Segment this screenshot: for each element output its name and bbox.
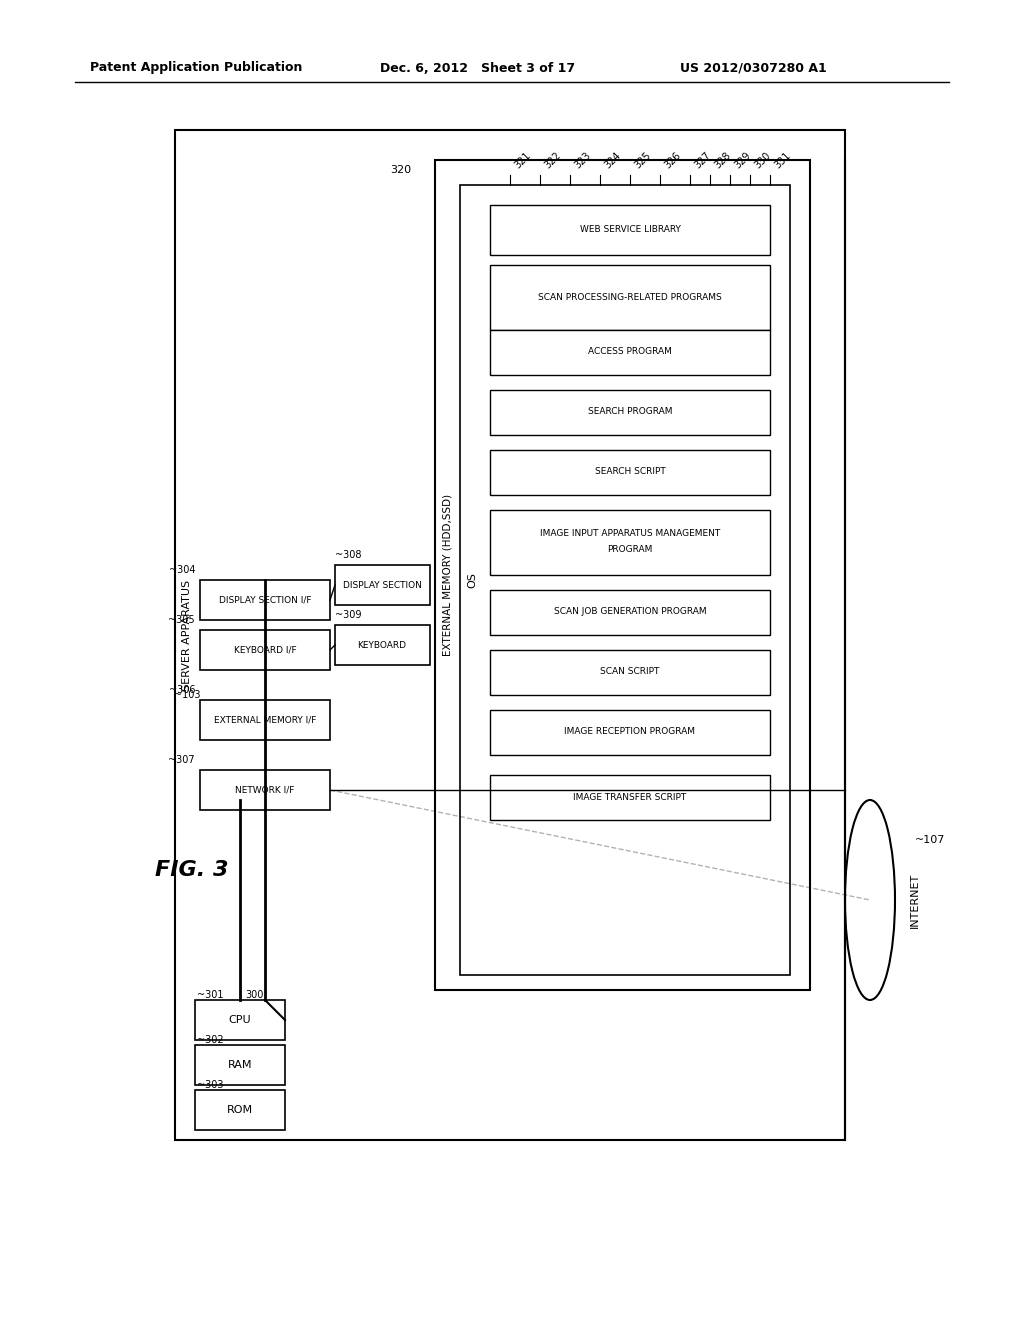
Text: WEB SERVICE LIBRARY: WEB SERVICE LIBRARY xyxy=(580,226,680,235)
Bar xyxy=(200,630,330,671)
Text: RAM: RAM xyxy=(227,1060,252,1071)
Bar xyxy=(195,1090,285,1130)
Text: FIG. 3: FIG. 3 xyxy=(155,861,228,880)
Text: DISPLAY SECTION I/F: DISPLAY SECTION I/F xyxy=(219,595,311,605)
Bar xyxy=(490,330,770,375)
Bar xyxy=(335,624,430,665)
Text: IMAGE TRANSFER SCRIPT: IMAGE TRANSFER SCRIPT xyxy=(573,792,687,801)
Bar xyxy=(200,700,330,741)
Text: 327: 327 xyxy=(693,149,714,170)
Text: IMAGE RECEPTION PROGRAM: IMAGE RECEPTION PROGRAM xyxy=(564,727,695,737)
Text: KEYBOARD: KEYBOARD xyxy=(357,640,407,649)
Bar xyxy=(200,770,330,810)
Text: DISPLAY SECTION: DISPLAY SECTION xyxy=(343,581,422,590)
Bar xyxy=(490,510,770,576)
Bar xyxy=(200,579,330,620)
Text: 323: 323 xyxy=(573,150,593,170)
Bar xyxy=(195,1001,285,1040)
Text: Dec. 6, 2012   Sheet 3 of 17: Dec. 6, 2012 Sheet 3 of 17 xyxy=(380,62,575,74)
Bar xyxy=(490,775,770,820)
Text: ROM: ROM xyxy=(227,1105,253,1115)
Bar xyxy=(490,389,770,436)
Text: 321: 321 xyxy=(513,150,534,170)
Text: 330: 330 xyxy=(753,150,773,170)
Text: 331: 331 xyxy=(773,150,793,170)
Text: 326: 326 xyxy=(663,150,683,170)
Text: EXTERNAL MEMORY I/F: EXTERNAL MEMORY I/F xyxy=(214,715,316,725)
Text: SEARCH PROGRAM: SEARCH PROGRAM xyxy=(588,408,672,417)
Bar xyxy=(490,450,770,495)
Text: ~103: ~103 xyxy=(174,690,201,700)
Text: ~307: ~307 xyxy=(168,755,195,766)
Text: 329: 329 xyxy=(733,150,754,170)
Text: US 2012/0307280 A1: US 2012/0307280 A1 xyxy=(680,62,826,74)
Text: SERVER APPARATUS: SERVER APPARATUS xyxy=(182,579,193,690)
Bar xyxy=(175,129,845,1140)
Bar xyxy=(460,185,790,975)
Text: IMAGE INPUT APPARATUS MANAGEMENT: IMAGE INPUT APPARATUS MANAGEMENT xyxy=(540,529,720,539)
Bar xyxy=(490,205,770,255)
Text: KEYBOARD I/F: KEYBOARD I/F xyxy=(233,645,296,655)
Bar xyxy=(195,1045,285,1085)
Text: 320: 320 xyxy=(390,165,411,176)
Text: 300: 300 xyxy=(245,990,263,1001)
Text: CPU: CPU xyxy=(228,1015,251,1026)
Text: SCAN SCRIPT: SCAN SCRIPT xyxy=(600,668,659,676)
Bar xyxy=(490,649,770,696)
Text: ~306: ~306 xyxy=(169,685,195,696)
Bar xyxy=(490,710,770,755)
Text: 324: 324 xyxy=(603,150,624,170)
Text: PROGRAM: PROGRAM xyxy=(607,545,652,554)
Bar xyxy=(335,565,430,605)
Text: NETWORK I/F: NETWORK I/F xyxy=(236,785,295,795)
Text: ~301: ~301 xyxy=(197,990,223,1001)
Text: 322: 322 xyxy=(543,149,563,170)
Text: EXTERNAL MEMORY (HDD,SSD): EXTERNAL MEMORY (HDD,SSD) xyxy=(442,494,452,656)
Text: Patent Application Publication: Patent Application Publication xyxy=(90,62,302,74)
Text: ~107: ~107 xyxy=(915,836,945,845)
Bar xyxy=(490,590,770,635)
Text: ~302: ~302 xyxy=(197,1035,223,1045)
Text: 328: 328 xyxy=(713,150,733,170)
Text: ~305: ~305 xyxy=(168,615,195,624)
Bar xyxy=(435,160,810,990)
Text: ~304: ~304 xyxy=(169,565,195,576)
Text: SCAN JOB GENERATION PROGRAM: SCAN JOB GENERATION PROGRAM xyxy=(554,607,707,616)
Text: 325: 325 xyxy=(633,149,653,170)
Text: ~303: ~303 xyxy=(197,1080,223,1090)
Text: INTERNET: INTERNET xyxy=(910,873,920,928)
Text: ~309: ~309 xyxy=(335,610,361,620)
Text: ACCESS PROGRAM: ACCESS PROGRAM xyxy=(588,347,672,356)
Bar xyxy=(490,265,770,330)
Text: OS: OS xyxy=(467,572,477,587)
Text: SEARCH SCRIPT: SEARCH SCRIPT xyxy=(595,467,666,477)
Text: SCAN PROCESSING-RELATED PROGRAMS: SCAN PROCESSING-RELATED PROGRAMS xyxy=(539,293,722,301)
Text: ~308: ~308 xyxy=(335,550,361,560)
